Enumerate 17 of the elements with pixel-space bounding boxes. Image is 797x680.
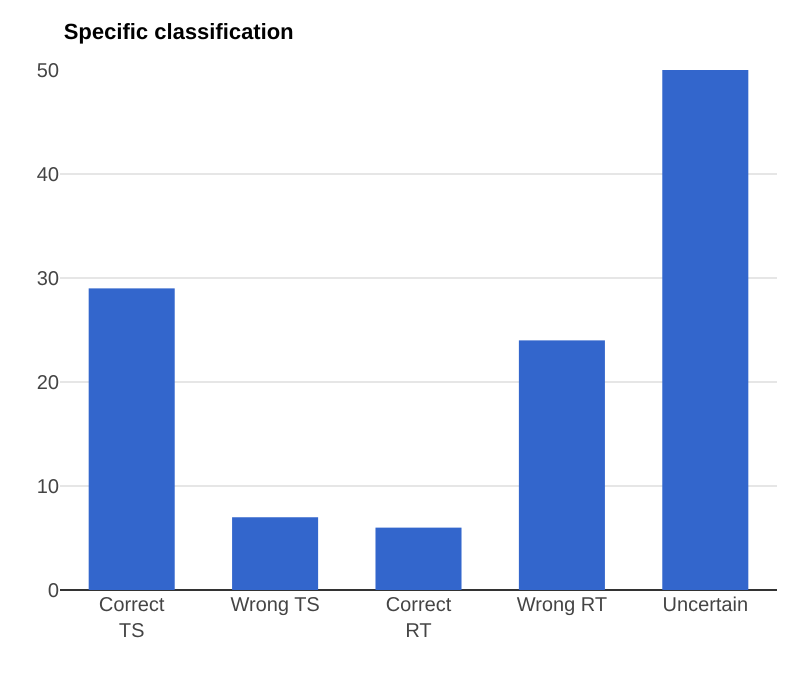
- bar: [518, 340, 605, 590]
- y-tick-label: 40: [36, 164, 59, 186]
- bar: [375, 528, 462, 590]
- bar: [662, 70, 748, 590]
- y-tick-label: 0: [48, 580, 59, 602]
- y-tick-label: 10: [36, 476, 59, 498]
- y-tick-label: 20: [36, 372, 59, 394]
- y-tick-label: 30: [36, 268, 59, 290]
- x-tick-label: Correct RT: [386, 594, 452, 642]
- x-tick-label: Uncertain: [662, 594, 748, 616]
- x-tick-label: Correct TS: [98, 594, 165, 642]
- y-tick-label: 50: [36, 60, 59, 82]
- x-tick-label: Wrong RT: [516, 594, 608, 616]
- bar: [232, 517, 318, 590]
- chart-title: Specific classification: [64, 19, 294, 44]
- bar: [88, 288, 175, 590]
- x-tick-label: Wrong TS: [230, 594, 320, 616]
